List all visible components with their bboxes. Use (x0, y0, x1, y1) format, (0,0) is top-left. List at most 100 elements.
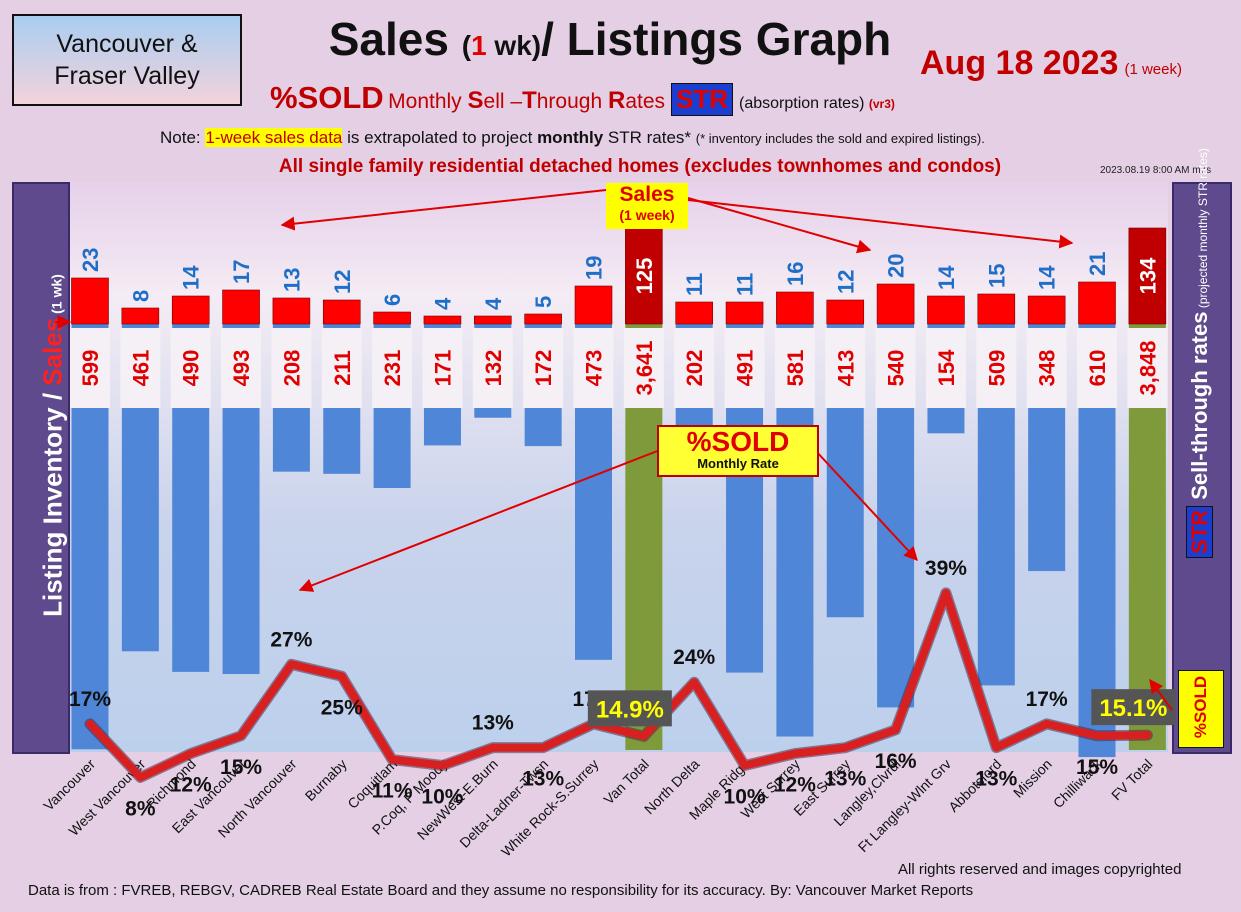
listing-value-label: 172 (531, 350, 556, 387)
sales-bar (927, 295, 965, 325)
sales-bar (1027, 295, 1066, 325)
title-part-c: 1 (471, 30, 487, 61)
sales-value-label: 12 (330, 270, 355, 294)
listing-value-label: 154 (934, 349, 959, 386)
sales-value-label: 19 (582, 256, 607, 280)
listing-value-label: 208 (279, 350, 304, 387)
left-axis-panel (12, 182, 70, 754)
note-bold: monthly (537, 128, 604, 147)
str-value-label: 15.1% (1099, 695, 1167, 722)
str-value-label: 11% (372, 780, 413, 803)
subtitle-ell: ell – (483, 90, 523, 113)
str-value-label: 17% (69, 688, 111, 711)
subtitle-str-badge: STR (671, 83, 734, 116)
listing-value-label: 490 (179, 350, 204, 387)
note-end: STR rates* (603, 128, 692, 147)
sales-value-label: 14 (934, 265, 959, 290)
sales-value-label: 5 (531, 296, 556, 308)
listing-value-label: 231 (380, 350, 405, 387)
str-value-label: 39% (925, 557, 967, 580)
total-str-box (587, 690, 672, 727)
sales-value-label: 15 (984, 264, 1009, 288)
subtitle-s: S (467, 87, 484, 114)
listing-label-box (976, 328, 1017, 408)
subtitle: %SOLD Monthly Sell –Through Rates STR (abs… (270, 80, 895, 116)
listing-value-label: 348 (1035, 350, 1060, 387)
sales-value-label: 20 (884, 254, 909, 278)
sales-bar (272, 297, 311, 325)
sales-callout-sub: (1 week) (619, 207, 675, 223)
sales-bar (725, 301, 764, 325)
sales-value-label: 4 (481, 297, 506, 310)
str-value-label: 25% (321, 696, 363, 719)
scope-note: All single family residential detached h… (278, 156, 1002, 177)
listing-label-box (321, 328, 362, 408)
str-value-label: 12% (170, 774, 212, 797)
listing-label-box (472, 328, 513, 408)
str-line (86, 588, 1152, 782)
listing-label-box (674, 328, 715, 408)
listing-label-box (1026, 328, 1067, 408)
pct-arrow-left (298, 449, 661, 592)
note-highlight: 1-week sales data (205, 128, 343, 147)
sales-bar (574, 285, 613, 325)
category-tick-label: Van Total (600, 756, 652, 808)
listing-label-box (875, 328, 916, 408)
listing-label-box (825, 328, 866, 408)
sales-arrow-mid (687, 197, 872, 254)
listing-label-box (170, 328, 211, 408)
listing-value-label: 473 (582, 350, 607, 387)
subtitle-version: (vr3) (868, 97, 895, 111)
listing-value-label: 413 (833, 350, 858, 387)
date-label: Aug 18 2023 (1 week) (920, 44, 1182, 83)
listing-value-label: 610 (1085, 350, 1110, 387)
listing-value-label: 211 (330, 350, 355, 386)
sales-bar (1128, 227, 1167, 325)
listing-label-box (221, 328, 262, 408)
sales-bar (675, 301, 714, 325)
title-part-e: / Listings Graph (541, 13, 892, 65)
listing-label-box (1077, 328, 1117, 408)
sales-value-label: 17 (229, 260, 254, 284)
date-note: (1 week) (1124, 61, 1182, 78)
sales-bar (71, 277, 109, 325)
str-value-label: 13% (824, 768, 866, 791)
sales-bar (826, 299, 865, 325)
listing-value-label: 171 (430, 350, 455, 387)
subtitle-absorption: (absorption rates) (739, 95, 865, 112)
subtitle-ates: ates (625, 90, 666, 113)
listing-value-label: 599 (78, 350, 103, 387)
listing-value-label: 491 (733, 350, 758, 387)
sales-value-label: 14 (179, 265, 204, 290)
sales-arrow-left (280, 189, 607, 231)
sales-bar (423, 315, 462, 325)
str-value-label: 15% (220, 756, 262, 779)
str-value-label: 8% (125, 797, 156, 820)
sales-value-label: 11 (682, 273, 707, 296)
sales-bar (876, 283, 915, 325)
right-axis-panel (1172, 182, 1232, 754)
sales-value-label: 13 (279, 268, 304, 292)
sales-value-label: 4 (430, 297, 455, 310)
listing-label-box (724, 328, 765, 408)
listing-label-box (523, 328, 564, 408)
sales-bar (222, 289, 260, 325)
sales-callout: Sales (1 week) (606, 183, 688, 229)
sales-value-label: 8 (128, 290, 153, 302)
title-part-b: ( (461, 30, 472, 61)
listing-label-box (1127, 328, 1168, 408)
str-value-label: 24% (673, 646, 715, 669)
sold-badge: %SOLD (1178, 670, 1224, 748)
str-value-label: 10% (421, 786, 463, 809)
listing-value-label: 581 (783, 350, 808, 387)
sales-bar (473, 315, 512, 325)
region-box: Vancouver & Fraser Valley (12, 14, 242, 106)
note-prefix: Note: (160, 128, 206, 147)
sales-value-label: 21 (1085, 252, 1110, 276)
listing-value-label: 3,641 (632, 340, 657, 395)
pct-sold-callout: %SOLD Monthly Rate (657, 425, 819, 477)
listing-value-label: 509 (984, 350, 1009, 387)
str-value-label: 12% (774, 774, 816, 797)
subtitle-r: R (607, 87, 626, 114)
